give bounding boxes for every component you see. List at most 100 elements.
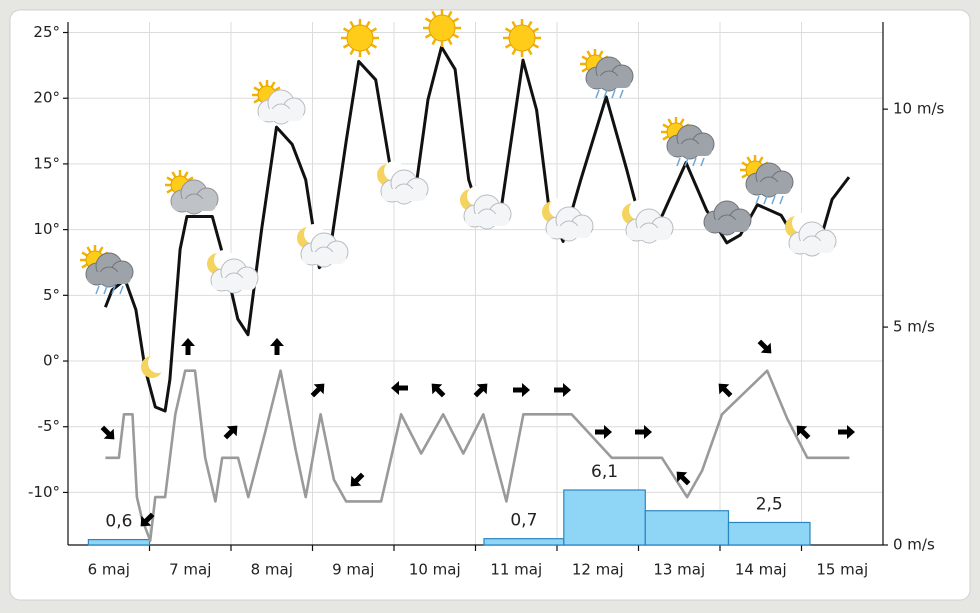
sun-ray xyxy=(667,118,673,125)
sun-ray xyxy=(166,176,173,182)
sun-ray xyxy=(274,86,281,92)
sun-ray xyxy=(431,10,437,18)
wind-arrow xyxy=(391,381,408,395)
sun-ray xyxy=(365,48,371,56)
wind-arrow xyxy=(473,383,488,398)
sun-ray xyxy=(370,43,378,49)
rain-drop xyxy=(755,195,760,205)
weather-icon xyxy=(252,80,306,125)
wind-arrow xyxy=(635,425,652,439)
weather-icon xyxy=(542,198,594,242)
weather-icon xyxy=(423,9,461,47)
sun-ray xyxy=(581,55,588,61)
sun-ray xyxy=(504,43,512,49)
sun-ray xyxy=(187,176,194,182)
sun-ray xyxy=(504,27,512,33)
weather-icon xyxy=(740,155,794,205)
wind-arrow xyxy=(350,472,365,487)
sun-ray xyxy=(447,38,453,46)
precipitation-label: 0,6 xyxy=(105,512,132,532)
rain-drop xyxy=(611,89,616,99)
sun-ray xyxy=(511,20,517,28)
wind-arrow xyxy=(554,383,571,397)
wind-arrow xyxy=(796,425,811,440)
y2-tick-label: 0 m/s xyxy=(893,536,935,554)
weather-icon xyxy=(341,19,379,57)
sun-ray xyxy=(532,27,540,33)
wind-arrow xyxy=(310,383,325,398)
wind-arrow xyxy=(757,339,772,354)
moon-shade xyxy=(148,353,168,373)
sun-ray xyxy=(581,67,588,73)
x-tick-label: 8 maj xyxy=(251,561,293,579)
rain-drop xyxy=(779,195,784,205)
sun-ray xyxy=(741,161,748,167)
sun-ray xyxy=(183,171,189,178)
precipitation-bar xyxy=(644,510,730,546)
precipitation-label: 0,7 xyxy=(510,511,537,531)
cloud-base xyxy=(790,241,834,253)
sun-ray xyxy=(171,171,177,178)
rain-drop xyxy=(684,157,689,167)
x-tick-label: 6 maj xyxy=(88,561,130,579)
precipitation-bar xyxy=(483,538,565,546)
sun-ray xyxy=(270,81,276,88)
weather-icon xyxy=(580,49,634,99)
y2-tick-label: 5 m/s xyxy=(893,318,935,336)
sun-ray xyxy=(349,20,355,28)
cloud-base xyxy=(259,109,303,121)
weather-icon xyxy=(703,200,752,236)
weather-icon xyxy=(207,250,259,294)
precipitation-bar xyxy=(727,521,811,546)
sun-ray xyxy=(365,20,371,28)
weather-icon xyxy=(622,200,674,244)
wind-arrow xyxy=(595,425,612,439)
weather-icon xyxy=(141,353,168,378)
wind-arrow xyxy=(100,425,115,440)
sun-ray xyxy=(758,156,764,163)
cloud-base xyxy=(668,144,712,156)
y-tick-label: 5° xyxy=(43,286,60,304)
sun-disc xyxy=(346,24,374,52)
weather-icon xyxy=(503,19,541,57)
rain-drop xyxy=(95,285,100,295)
cloud-base xyxy=(87,272,131,284)
cloud-base xyxy=(747,182,791,194)
rain-drop xyxy=(771,195,776,205)
cloud-base xyxy=(382,189,426,201)
sun-ray xyxy=(424,17,432,23)
y-tick-label: 15° xyxy=(33,154,60,172)
rain-drop xyxy=(692,157,697,167)
sun-ray xyxy=(746,156,752,163)
wind-arrow xyxy=(513,383,530,397)
wind-arrow xyxy=(838,425,855,439)
y-tick-label: 0° xyxy=(43,352,60,370)
wind-line xyxy=(105,369,850,542)
sun-ray xyxy=(741,173,748,179)
sun-ray xyxy=(342,27,350,33)
wind-arrow xyxy=(140,512,155,527)
sun-ray xyxy=(424,33,432,39)
wind-arrow xyxy=(181,338,195,355)
wind-arrow xyxy=(718,383,733,398)
precipitation-label: 6,1 xyxy=(591,462,618,482)
x-tick-label: 14 maj xyxy=(735,561,787,579)
y2-tick-label: 10 m/s xyxy=(893,100,945,118)
sun-ray xyxy=(370,27,378,33)
sun-ray xyxy=(527,48,533,56)
sun-ray xyxy=(166,188,173,194)
sun-ray xyxy=(452,33,460,39)
rain-drop xyxy=(603,89,608,99)
sun-ray xyxy=(662,123,669,129)
rain-drop xyxy=(103,285,108,295)
weather-icon xyxy=(80,245,134,295)
x-tick-label: 9 maj xyxy=(332,561,374,579)
rain-drop xyxy=(119,285,124,295)
x-tick-label: 13 maj xyxy=(653,561,705,579)
y-tick-label: -10° xyxy=(28,483,60,501)
sun-ray xyxy=(447,10,453,18)
x-tick-label: 11 maj xyxy=(490,561,542,579)
sun-ray xyxy=(253,98,260,104)
weather-icon xyxy=(785,213,837,257)
